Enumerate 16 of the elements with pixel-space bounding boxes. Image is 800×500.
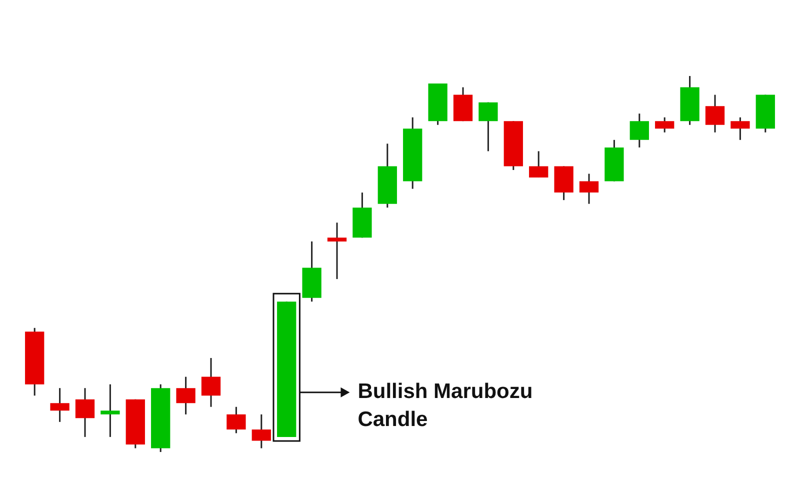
candlestick [176,376,196,416]
candlestick [655,116,674,134]
candlestick [579,173,599,205]
candlestick [201,357,221,408]
candlestick [705,94,725,134]
candlestick [630,112,649,148]
candlestick [529,150,548,178]
candlestick [226,406,246,434]
annotation: Bullish Marubozu Candle [358,379,534,434]
candlestick [75,387,95,438]
candlestick [730,116,750,141]
candlestick [252,414,271,449]
candlestick [100,384,120,438]
candlestick [327,222,347,280]
candlestick [50,387,70,423]
candlestick [478,102,498,152]
